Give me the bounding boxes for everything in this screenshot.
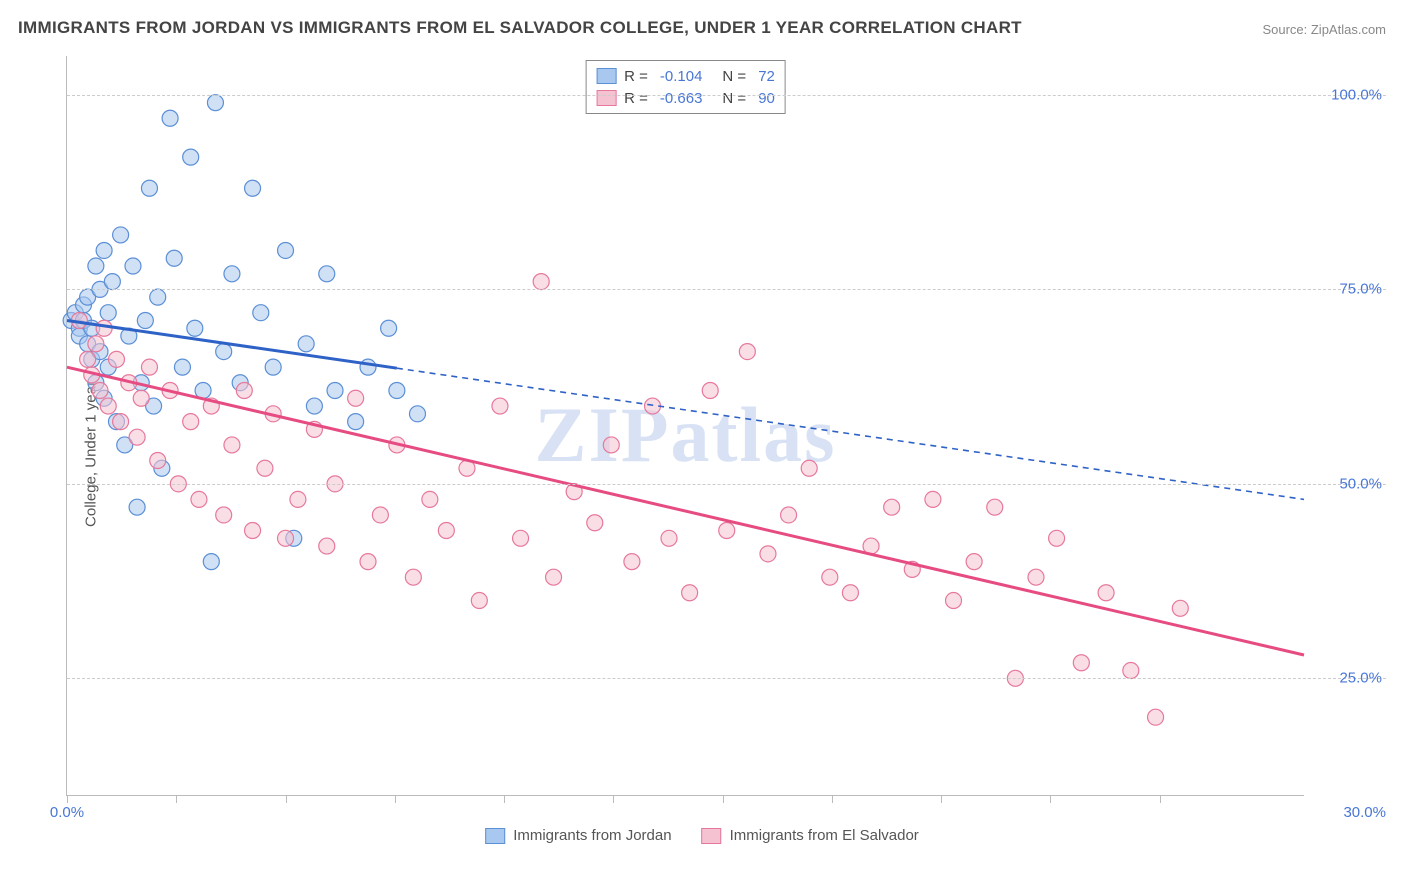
legend-label-elsalvador: Immigrants from El Salvador — [730, 827, 919, 844]
legend-label-jordan: Immigrants from Jordan — [513, 827, 671, 844]
chart-title: IMMIGRANTS FROM JORDAN VS IMMIGRANTS FRO… — [18, 18, 1022, 38]
series-legend: Immigrants from Jordan Immigrants from E… — [485, 827, 919, 844]
y-tick-label: 50.0% — [1339, 475, 1382, 492]
legend-item-jordan: Immigrants from Jordan — [485, 827, 671, 844]
y-tick-label: 75.0% — [1339, 281, 1382, 298]
y-tick-label: 100.0% — [1331, 86, 1382, 103]
x-axis-min-label: 0.0% — [50, 804, 84, 821]
scatter-svg — [67, 56, 1304, 795]
x-axis-max-label: 30.0% — [1343, 804, 1386, 821]
plot-area: ZIPatlas R = -0.104 N = 72 R = -0.663 N … — [66, 56, 1304, 796]
source-attribution: Source: ZipAtlas.com — [1262, 22, 1386, 37]
y-tick-label: 25.0% — [1339, 670, 1382, 687]
legend-item-elsalvador: Immigrants from El Salvador — [702, 827, 919, 844]
swatch-jordan — [485, 828, 505, 844]
chart-container: College, Under 1 year ZIPatlas R = -0.10… — [18, 56, 1386, 852]
swatch-elsalvador — [702, 828, 722, 844]
